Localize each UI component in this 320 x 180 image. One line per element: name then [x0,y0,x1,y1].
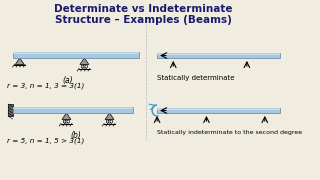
Bar [12,52,139,54]
Bar [157,53,280,58]
Bar [157,53,280,55]
Text: (b): (b) [70,131,81,140]
Text: Statically determinate: Statically determinate [157,75,235,81]
Bar [8,104,12,116]
Circle shape [110,120,113,123]
Circle shape [85,65,88,68]
Bar [12,107,133,109]
Polygon shape [15,58,24,64]
Circle shape [63,120,66,123]
Text: Structure – Examples (Beams): Structure – Examples (Beams) [55,15,232,25]
Circle shape [67,120,69,123]
Text: (a): (a) [62,76,73,85]
Bar [12,52,139,58]
Bar [157,108,280,109]
Text: Determinate vs Indeterminate: Determinate vs Indeterminate [54,4,233,14]
Text: r = 3, n = 1, 3 = 3(1): r = 3, n = 1, 3 = 3(1) [7,82,84,89]
Circle shape [81,65,84,68]
Polygon shape [62,113,71,120]
Circle shape [65,120,68,123]
Text: r = 5, n = 1, 5 > 3(1): r = 5, n = 1, 5 > 3(1) [7,137,84,143]
Text: Statically indeterminate to the second degree: Statically indeterminate to the second d… [157,130,302,135]
Circle shape [108,120,111,123]
Polygon shape [105,113,114,120]
Polygon shape [80,58,89,64]
Bar [157,108,280,113]
Circle shape [83,65,86,68]
Circle shape [106,120,109,123]
Bar [12,107,133,113]
